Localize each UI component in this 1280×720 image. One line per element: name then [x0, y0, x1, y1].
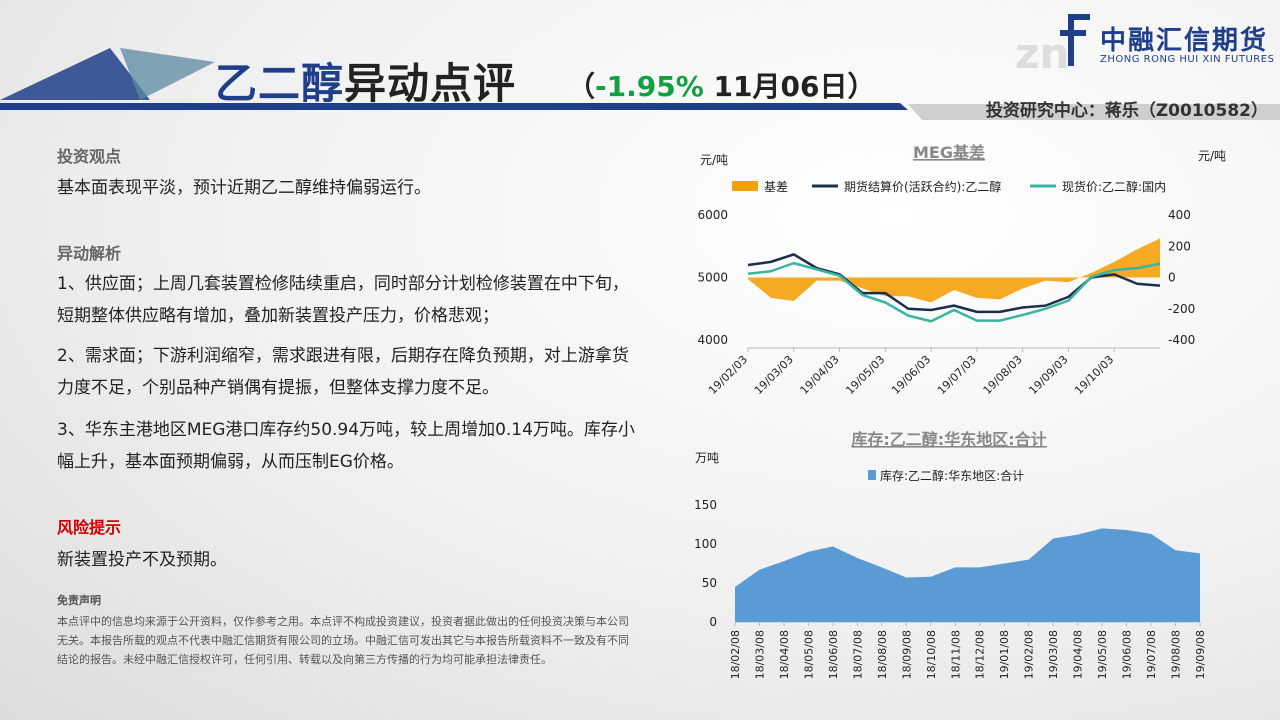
risk-text: 新装置投产不及预期。 — [57, 550, 227, 570]
chart1-ytick-left: 4000 — [697, 333, 728, 347]
chart2-title: 库存:乙二醇:华东地区:合计 — [851, 430, 1046, 449]
risk-heading: 风险提示 — [57, 518, 122, 537]
chart2-xtick-label: 19/04/08 — [1072, 630, 1085, 679]
svg-text:zn: zn — [1015, 29, 1069, 78]
analysis-point-3: 3、华东主港地区MEG港口库存约50.94万吨，较上周增加0.14万吨。库存小幅… — [57, 420, 635, 472]
chart1-legend-label: 期货结算价(活跃合约):乙二醇 — [844, 179, 1001, 194]
chart2-ylabel: 万吨 — [695, 451, 719, 465]
analysis-point-1: 1、供应面；上周几套装置检修陆续重启，同时部分计划检修装置在中下旬，短期整体供应… — [57, 274, 629, 326]
header-band: zn — [0, 14, 1280, 120]
chart1-legend: 基差 期货结算价(活跃合约):乙二醇 现货价:乙二醇:国内 — [732, 179, 1166, 194]
chart1-series-spot-line — [747, 261, 1161, 323]
meg-basis-chart: MEG基差 元/吨 元/吨 基差 期货结算价(活跃合约):乙二醇 现货价:乙二醇:国… — [697, 143, 1226, 397]
chart2-xtick-label: 18/05/08 — [802, 630, 815, 679]
analysis-heading: 异动解析 — [57, 244, 122, 263]
chart2-xtick-label: 18/04/08 — [778, 630, 791, 679]
company-logo-cn: 中融汇信期货 — [1100, 26, 1269, 56]
change-percent: -1.95% — [595, 70, 704, 103]
page-title: 乙二醇异动点评 — [215, 50, 516, 111]
chart1-xtick-label: 19/09/03 — [1026, 353, 1070, 397]
chart1-legend-label: 基差 — [764, 180, 788, 194]
chart1-xtick-label: 19/07/03 — [935, 353, 979, 397]
chart1-xtick-label: 19/05/03 — [843, 353, 887, 397]
chart2-ytick: 0 — [709, 615, 717, 629]
chart1-ytick-right: -400 — [1168, 333, 1195, 347]
chart1-ytick-right: 0 — [1168, 271, 1176, 285]
chart1-ytick-left: 6000 — [697, 208, 728, 222]
title-product: 乙二醇 — [215, 59, 345, 108]
view-text: 基本面表现平淡，预计近期乙二醇维持偏弱运行。 — [57, 178, 431, 198]
chart2-xtick-label: 19/01/08 — [998, 630, 1011, 679]
chart1-ytick-right: -200 — [1168, 302, 1195, 316]
chart1-legend-swatch — [732, 181, 758, 191]
chart1-legend-label: 现货价:乙二醇:国内 — [1062, 179, 1166, 194]
disclaimer-text: 本点评中的信息均来源于公开资料，仅作参考之用。本点评不构成投资建议，投资者据此做… — [57, 615, 629, 666]
chart1-ylabel-left: 元/吨 — [700, 153, 728, 167]
chart1-xtick-label: 19/10/03 — [1072, 353, 1116, 397]
chart2-xtick-label: 19/08/08 — [1170, 630, 1183, 679]
analyst-credit: 投资研究中心：蒋乐（Z0010582） — [985, 101, 1268, 121]
chart2-ytick: 150 — [694, 498, 717, 512]
title-topic: 异动点评 — [344, 59, 517, 108]
paren-open: （ — [567, 70, 596, 103]
chart2-xtick-label: 18/07/08 — [851, 630, 864, 679]
chart2-xtick-label: 18/08/08 — [876, 630, 889, 679]
chart1-xtick-label: 19/03/03 — [752, 353, 796, 397]
chart1-xtick-label: 19/02/03 — [706, 353, 750, 397]
chart2-xtick-label: 19/09/08 — [1194, 630, 1207, 679]
chart2-xtick-label: 18/10/08 — [925, 630, 938, 679]
chart1-xtick-label: 19/06/03 — [889, 353, 933, 397]
inventory-chart: 库存:乙二醇:华东地区:合计 万吨 库存:乙二醇:华东地区:合计 0 50 100 1… — [694, 430, 1207, 679]
chart1-ylabel-right: 元/吨 — [1198, 149, 1226, 163]
chart1-ytick-right: 200 — [1168, 239, 1191, 253]
paren-close: ） — [847, 70, 876, 103]
report-date: 11月06日 — [703, 70, 848, 103]
company-logo-en: ZHONG RONG HUI XIN FUTURES — [1100, 54, 1275, 65]
chart2-xtick-label: 18/12/08 — [974, 630, 987, 679]
analysis-point-2: 2、需求面；下游利润缩窄，需求跟进有限，后期存在降负预期，对上游拿货力度不足，个… — [57, 346, 629, 398]
chart2-ytick: 50 — [702, 576, 717, 590]
title-change-and-date: （-1.95% 11月06日） — [567, 65, 875, 105]
view-heading: 投资观点 — [57, 147, 122, 166]
chart2-xtick-label: 18/09/08 — [900, 630, 913, 679]
chart2-xtick-label: 18/11/08 — [949, 630, 962, 679]
chart2-series-inventory-area — [735, 528, 1200, 622]
chart1-title: MEG基差 — [913, 143, 985, 162]
chart1-xtick-label: 19/08/03 — [981, 353, 1025, 397]
chart2-xtick-label: 19/06/08 — [1121, 630, 1134, 679]
chart1-series-basis-area — [748, 238, 1160, 303]
chart2-xtick-label: 19/05/08 — [1096, 630, 1109, 679]
chart2-ytick: 100 — [694, 537, 717, 551]
chart2-legend: 库存:乙二醇:华东地区:合计 — [868, 468, 1024, 483]
chart2-xtick-label: 18/02/08 — [729, 630, 742, 679]
chart2-xtick-label: 18/03/08 — [753, 630, 766, 679]
chart2-legend-swatch — [868, 470, 876, 480]
chart2-legend-label: 库存:乙二醇:华东地区:合计 — [880, 468, 1024, 483]
chart2-xtick-label: 19/02/08 — [1023, 630, 1036, 679]
chart1-ytick-right: 400 — [1168, 208, 1191, 222]
chart2-xtick-label: 19/07/08 — [1145, 630, 1158, 679]
chart2-xtick-label: 19/03/08 — [1047, 630, 1060, 679]
chart1-ytick-left: 5000 — [697, 271, 728, 285]
chart2-xtick-label: 18/06/08 — [827, 630, 840, 679]
disclaimer-title: 免责声明 — [57, 594, 101, 607]
chart1-xtick-label: 19/04/03 — [798, 353, 842, 397]
